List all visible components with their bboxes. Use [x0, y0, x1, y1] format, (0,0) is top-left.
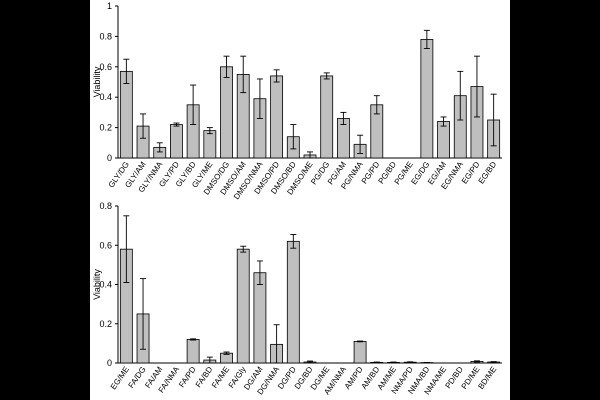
error-bar-pg-pd	[373, 95, 380, 115]
x-tick-label: EG/ME	[109, 365, 131, 391]
y-tick-label: 0.6	[99, 62, 112, 72]
error-bar-fa-gly	[240, 245, 247, 253]
y-tick-label: 0.2	[99, 319, 112, 329]
x-tick-label: EG/BD	[477, 160, 499, 186]
y-tick-label: 0.2	[99, 123, 112, 133]
bar-fa-gly	[236, 248, 250, 364]
error-bar-pd-me	[473, 360, 480, 363]
y-tick-label: 0.6	[99, 240, 112, 250]
error-bar-dg-am	[256, 260, 263, 285]
error-bar-fa-dg	[140, 278, 147, 350]
bar-eg-dg	[420, 39, 434, 159]
error-bar-am-pd	[357, 340, 364, 343]
y-tick-label: 0	[107, 153, 112, 163]
y-tick-label: 1	[107, 1, 112, 11]
error-bar-am-bd	[373, 361, 380, 364]
bar-dmso-pd	[270, 75, 284, 159]
y-tick-label: 0.8	[99, 31, 112, 41]
error-bar-dmso-am	[240, 55, 247, 94]
bar-eg-am	[437, 121, 450, 159]
error-bar-dg-nma	[273, 324, 280, 364]
bar-fa-pd	[186, 339, 200, 364]
error-bar-gly-pd	[173, 122, 180, 127]
bar-pg-dg	[320, 75, 334, 159]
y-tick-label: 0	[107, 358, 112, 368]
bar-gly-pd	[170, 124, 183, 159]
error-bar-dg-pd	[290, 234, 297, 249]
error-bar-dmso-pd	[273, 69, 280, 83]
y-tick-label: 0.4	[99, 280, 112, 290]
error-bar-gly-bd	[190, 84, 197, 126]
error-bar-gly-me	[206, 127, 213, 135]
error-bar-eg-pd	[473, 55, 480, 118]
error-bar-dmso-nma	[256, 78, 263, 119]
figure: 0 0.2 0.4 0.6 0.8 1 Viability GLY/DG GLY/AM GLY/N…	[90, 0, 510, 400]
bar-dg-am	[253, 272, 267, 364]
error-bar-gly-nma	[156, 142, 163, 153]
error-bar-pg-dg	[323, 72, 330, 80]
error-bar-gly-dg	[123, 58, 130, 84]
error-bar-eg-nma	[457, 70, 464, 121]
bar-dg-pd	[286, 240, 300, 364]
error-bar-eg-am	[440, 116, 447, 127]
y-tick-label: 0.4	[99, 92, 112, 102]
error-bar-fa-pd	[190, 338, 197, 341]
y-axis-label: Viability	[92, 269, 102, 300]
error-bar-fa-me	[223, 351, 230, 355]
y-axis-label: Viability	[92, 66, 102, 97]
bar-gly-dg	[119, 70, 133, 159]
chart-bottom: 00.20.40.60.8ViabilityEG/MEFA/DGFA/AMFA/…	[92, 201, 502, 396]
error-bar-fa-bd	[206, 356, 213, 364]
error-bar-eg-dg	[423, 29, 430, 50]
error-bar-dmso-dg	[223, 55, 230, 78]
error-bar-pg-am	[340, 111, 347, 126]
chart-top: 00.20.40.60.81ViabilityGLY/DGGLY/AMGLY/N…	[92, 1, 502, 200]
bar-gly-me	[203, 130, 217, 159]
error-bar-dmso-bd	[290, 124, 297, 150]
error-bar-dmso-me	[307, 151, 313, 159]
error-bar-dg-bd	[307, 360, 313, 364]
error-bar-eg-bd	[490, 93, 497, 147]
error-bar-nma-pd	[407, 361, 414, 364]
error-bar-eg-me	[123, 215, 130, 283]
error-bar-am-me	[390, 361, 397, 364]
error-bar-gly-am	[140, 113, 147, 139]
error-bar-pg-nma	[357, 134, 364, 154]
bar-am-pd	[353, 341, 367, 364]
error-bar-bd-me	[490, 361, 497, 363]
bar-dmso-dg	[220, 66, 233, 159]
y-tick-label: 0.8	[99, 201, 112, 211]
